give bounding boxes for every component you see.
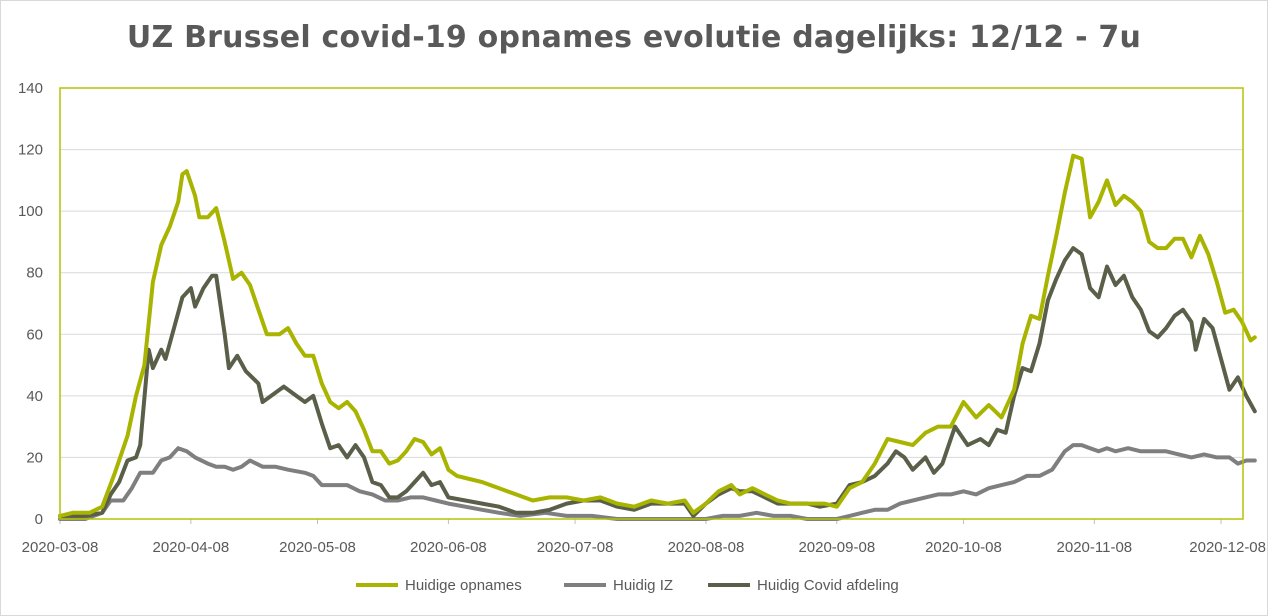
y-tick-label: 100 [18,203,43,220]
x-tick-label: 2020-10-08 [925,539,1002,556]
legend: Huidige opnames Huidig IZ Huidig Covid afd… [356,577,899,594]
gridlines [60,149,1243,458]
x-tick-label: 2020-11-08 [1057,539,1133,556]
x-tick-label: 2020-07-08 [537,539,614,556]
x-axis: 2020-03-08 2020-04-08 2020-05-08 2020-06-08… [22,519,1266,556]
series-line-huidig-covid-afdeling [58,246,1257,518]
y-tick-label: 80 [26,265,43,282]
y-tick-label: 0 [35,511,43,528]
legend-label-huidig-iz: Huidig IZ [613,577,673,594]
y-tick-label: 60 [26,326,43,343]
y-tick-label: 120 [18,142,43,159]
legend-label-huidig-covid-afdeling: Huidig Covid afdeling [757,577,899,594]
y-tick-label: 40 [26,388,43,405]
legend-label-huidige-opnames: Huidige opnames [405,577,522,594]
chart-title: UZ Brussel covid-19 opnames evolutie dag… [126,20,1142,55]
x-tick-label: 2020-09-08 [798,539,875,556]
series-line-huidig-iz [58,443,1257,521]
y-axis: 0 20 40 60 80 100 120 140 [18,80,43,528]
x-tick-label: 2020-12-08 [1189,539,1266,556]
series-line-huidige-opnames [58,153,1257,518]
plot-border [59,87,1244,520]
x-tick-label: 2020-03-08 [22,539,99,556]
x-tick-label: 2020-08-08 [668,539,745,556]
x-tick-label: 2020-04-08 [153,539,230,556]
y-tick-label: 140 [18,80,43,97]
x-tick-label: 2020-05-08 [279,539,356,556]
x-tick-label: 2020-06-08 [410,539,487,556]
series-lines [58,153,1257,521]
y-tick-label: 20 [26,449,43,466]
